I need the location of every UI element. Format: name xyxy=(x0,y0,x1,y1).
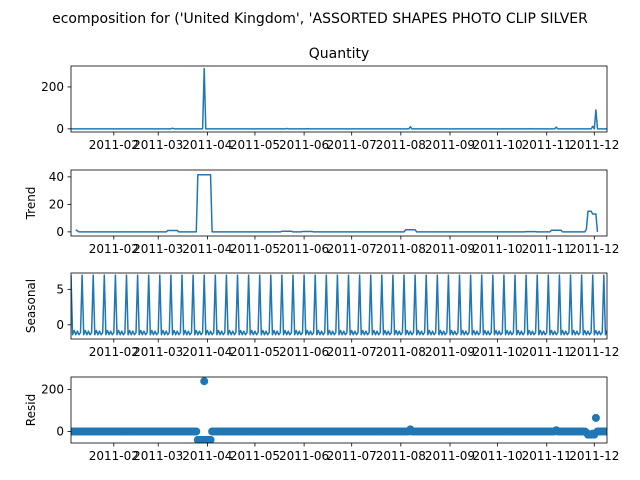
resid-point xyxy=(206,435,215,443)
y-tick-label: 200 xyxy=(41,383,64,397)
x-tick-label: 2011-05 xyxy=(230,449,280,463)
x-tick-label: 2011-07 xyxy=(327,449,377,463)
y-axis-label: Seasonal xyxy=(24,279,38,333)
x-tick-label: 2011-06 xyxy=(279,242,329,256)
plot-area xyxy=(71,67,607,130)
resid-point xyxy=(603,427,607,436)
y-tick-label: 0 xyxy=(56,122,64,136)
y-tick-label: 20 xyxy=(49,197,64,211)
x-tick-label: 2011-04 xyxy=(182,345,232,359)
x-tick-label: 2011-11 xyxy=(522,449,572,463)
x-tick-label: 2011-09 xyxy=(425,345,475,359)
x-tick-label: 2011-02 xyxy=(89,345,139,359)
panel-title: Quantity xyxy=(309,46,370,62)
x-tick-label: 2011-02 xyxy=(89,242,139,256)
x-tick-label: 2011-10 xyxy=(473,449,523,463)
x-tick-label: 2011-06 xyxy=(279,345,329,359)
y-axis-label: Resid xyxy=(24,394,38,426)
resid-point xyxy=(192,427,201,436)
x-tick-label: 2011-09 xyxy=(425,242,475,256)
x-tick-label: 2011-04 xyxy=(182,242,232,256)
x-tick-label: 2011-09 xyxy=(425,138,475,152)
x-tick-label: 2011-10 xyxy=(473,345,523,359)
axes-frame xyxy=(70,376,608,444)
plot-area xyxy=(71,274,607,336)
x-tick-label: 2011-02 xyxy=(89,449,139,463)
x-tick-label: 2011-08 xyxy=(376,345,426,359)
x-tick-label: 2011-09 xyxy=(425,449,475,463)
x-tick-label: 2011-05 xyxy=(230,242,280,256)
series-line xyxy=(75,174,599,233)
plot-area xyxy=(71,377,607,443)
axes-frame xyxy=(70,65,608,133)
axes-frame xyxy=(70,169,608,237)
x-tick-label: 2011-12 xyxy=(569,345,619,359)
x-tick-label: 2011-03 xyxy=(133,242,183,256)
x-tick-label: 2011-10 xyxy=(473,242,523,256)
x-tick-label: 2011-11 xyxy=(522,242,572,256)
y-tick-label: 5 xyxy=(56,282,64,296)
x-tick-label: 2011-05 xyxy=(230,345,280,359)
y-tick-label: 200 xyxy=(41,80,64,94)
x-tick-label: 2011-08 xyxy=(376,449,426,463)
y-tick-label: 0 xyxy=(56,225,64,239)
x-tick-label: 2011-02 xyxy=(89,138,139,152)
x-tick-label: 2011-03 xyxy=(133,345,183,359)
y-tick-label: 0 xyxy=(56,424,64,438)
x-tick-label: 2011-10 xyxy=(473,138,523,152)
x-tick-label: 2011-11 xyxy=(522,345,572,359)
x-tick-label: 2011-03 xyxy=(133,138,183,152)
x-tick-label: 2011-07 xyxy=(327,242,377,256)
x-tick-label: 2011-05 xyxy=(230,138,280,152)
plot-area xyxy=(75,174,599,233)
x-tick-label: 2011-07 xyxy=(327,345,377,359)
series-line xyxy=(71,274,607,336)
x-tick-label: 2011-12 xyxy=(569,242,619,256)
x-tick-label: 2011-08 xyxy=(376,242,426,256)
resid-point xyxy=(200,377,209,386)
x-tick-label: 2011-07 xyxy=(327,138,377,152)
x-tick-label: 2011-04 xyxy=(182,138,232,152)
x-tick-label: 2011-08 xyxy=(376,138,426,152)
x-tick-label: 2011-03 xyxy=(133,449,183,463)
x-tick-label: 2011-04 xyxy=(182,449,232,463)
y-axis-label: Trend xyxy=(24,187,38,221)
axes-frame xyxy=(70,272,608,340)
x-tick-label: 2011-12 xyxy=(569,449,619,463)
figure-title: ecomposition for ('United Kingdom', 'ASS… xyxy=(52,11,588,27)
y-tick-label: 40 xyxy=(49,170,64,184)
x-tick-label: 2011-12 xyxy=(569,138,619,152)
y-tick-label: 0 xyxy=(56,318,64,332)
series-line xyxy=(71,67,607,130)
x-tick-label: 2011-06 xyxy=(279,138,329,152)
x-tick-label: 2011-06 xyxy=(279,449,329,463)
x-tick-label: 2011-11 xyxy=(522,138,572,152)
resid-point xyxy=(591,413,600,422)
